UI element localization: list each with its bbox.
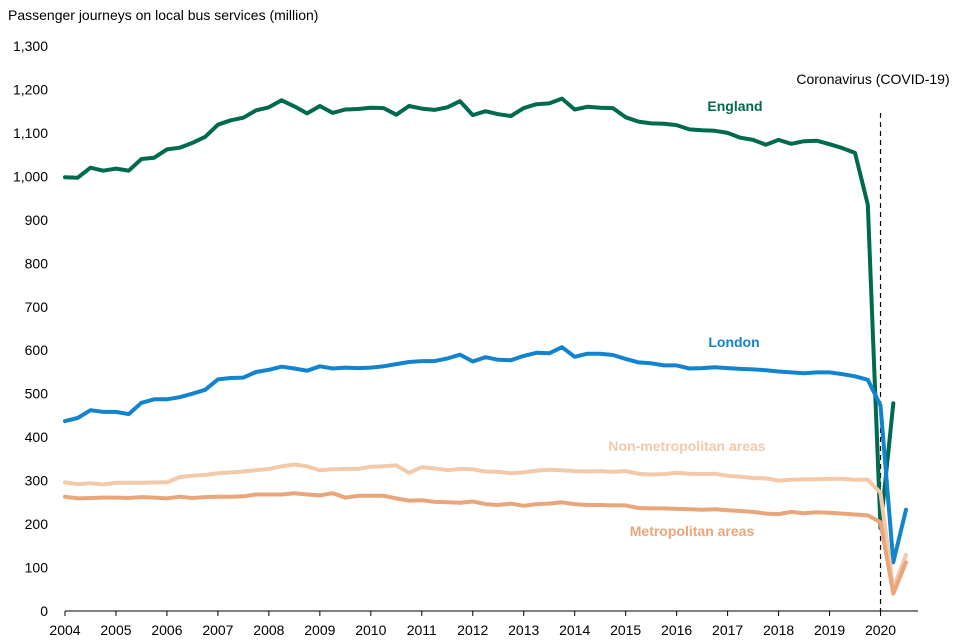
y-tick-label: 500 xyxy=(25,386,49,402)
series-line-metropolitan-areas xyxy=(63,491,908,596)
series-label-metropolitan-areas: Metropolitan areas xyxy=(630,523,755,539)
y-tick-label: 1,000 xyxy=(13,168,48,184)
x-tick-label: 2014 xyxy=(559,622,590,638)
y-tick-label: 0 xyxy=(40,603,48,619)
y-tick-label: 700 xyxy=(25,299,49,315)
series-line-england xyxy=(63,96,896,530)
axes: 0 100 200 300 400 500 600 700 800 900 1,000 1,100 1,… xyxy=(13,38,918,638)
y-tick-label: 800 xyxy=(25,255,49,271)
y-tick-label: 600 xyxy=(25,342,49,358)
x-tick-label: 2020 xyxy=(865,622,896,638)
y-tick-label: 400 xyxy=(25,429,49,445)
y-axis-title: Passenger journeys on local bus services… xyxy=(8,7,318,23)
y-tick-label: 900 xyxy=(25,212,49,228)
series-labels: England London Non-metropolitan areas Metro… xyxy=(608,98,765,539)
y-tick-label: 1,200 xyxy=(13,81,48,97)
covid-annotation-label: Coronavirus (COVID-19) xyxy=(796,71,949,87)
series-label-non-metropolitan-areas: Non-metropolitan areas xyxy=(608,438,765,454)
x-tick-label: 2005 xyxy=(100,622,131,638)
x-tick-label: 2010 xyxy=(355,622,386,638)
y-tick-label: 1,100 xyxy=(13,125,48,141)
series-label-england: England xyxy=(707,98,762,114)
y-tick-label: 300 xyxy=(25,473,49,489)
x-tick-label: 2009 xyxy=(304,622,335,638)
series-line-london xyxy=(63,345,908,565)
series-lines xyxy=(63,96,908,596)
x-tick-label: 2008 xyxy=(253,622,284,638)
x-tick-label: 2007 xyxy=(202,622,233,638)
series-label-london: London xyxy=(708,334,759,350)
y-tick-label: 1,300 xyxy=(13,38,48,54)
y-tick-label: 200 xyxy=(25,516,49,532)
x-tick-label: 2012 xyxy=(457,622,488,638)
x-tick-label: 2006 xyxy=(151,622,182,638)
x-tick-label: 2016 xyxy=(661,622,692,638)
x-tick-label: 2015 xyxy=(610,622,641,638)
x-tick-label: 2013 xyxy=(508,622,539,638)
x-tick-label: 2011 xyxy=(407,622,437,638)
y-tick-label: 100 xyxy=(25,560,49,576)
x-tick-label: 2019 xyxy=(814,622,845,638)
x-tick-label: 2018 xyxy=(763,622,794,638)
x-tick-label: 2004 xyxy=(49,622,80,638)
series-line-non-metropolitan-areas xyxy=(63,462,908,591)
x-tick-label: 2017 xyxy=(712,622,743,638)
